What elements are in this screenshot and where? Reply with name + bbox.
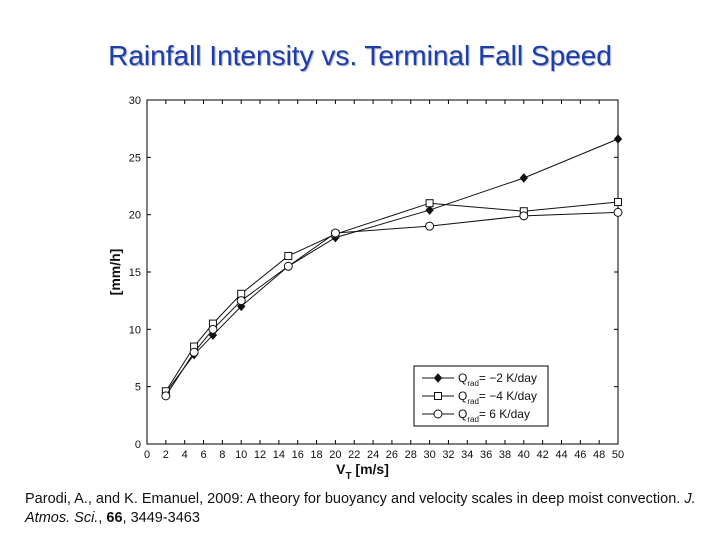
x-tick-label: 24 [367,449,379,461]
x-tick-label: 26 [386,449,398,461]
legend-item: Qrad= −2 K/day [422,371,537,388]
data-point [519,173,528,183]
y-tick-label: 15 [129,267,141,279]
data-point [283,261,293,271]
y-tick-label: 20 [129,210,141,222]
legend-label: Qrad= −4 K/day [458,389,537,406]
data-point [519,211,529,221]
slide-title: Rainfall Intensity vs. Terminal Fall Spe… [108,40,612,71]
legend-label: Qrad= 6 K/day [458,407,530,424]
x-tick-label: 6 [200,449,206,461]
x-tick-label: 18 [310,449,322,461]
x-tick-label: 4 [182,449,188,461]
data-point [284,251,293,260]
data-point [425,221,435,231]
data-point [613,134,623,144]
data-point [161,391,171,401]
data-point [189,347,199,357]
citation-volume: 66 [106,510,123,526]
citation-journal: J. Atmos. Sci. [25,491,696,526]
citation-pages: , 3449-3463 [122,510,200,526]
series-1 [161,134,623,398]
data-point [613,207,623,217]
x-tick-label: 12 [254,449,266,461]
data-point [330,228,340,238]
y-tick-label: 30 [129,95,141,107]
legend-marker [434,392,442,400]
x-tick-label: 8 [219,449,225,461]
x-tick-label: 10 [235,449,247,461]
x-tick-label: 46 [574,449,586,461]
citation: Parodi, A., and K. Emanuel, 2009: A theo… [25,490,705,528]
series-3 [161,207,623,401]
series-line [165,138,619,393]
x-tick-label: 48 [593,449,605,461]
x-tick-label: 42 [537,449,549,461]
data-point [236,296,246,306]
legend-item: Qrad= −4 K/day [422,389,537,406]
x-tick-label: 34 [461,449,473,461]
citation-separator: , [98,510,107,526]
y-axis-label: [mm/h] [107,249,123,296]
x-tick-label: 38 [499,449,511,461]
y-tick-label: 5 [135,382,141,394]
x-tick-label: 14 [273,449,285,461]
x-tick-label: 20 [329,449,341,461]
x-tick-label: 40 [518,449,530,461]
legend-label: Qrad= −2 K/day [458,371,537,388]
series-2 [161,198,622,396]
data-point [425,205,434,215]
y-tick-label: 25 [129,152,141,164]
x-tick-label: 2 [163,449,169,461]
data-point [614,198,622,207]
x-tick-label: 30 [423,449,435,461]
x-tick-label: 16 [292,449,304,461]
x-tick-label: 44 [555,449,567,461]
citation-authors: Parodi, A., and K. Emanuel, 2009: A theo… [25,491,685,507]
x-tick-label: 36 [480,449,492,461]
y-tick-label: 10 [129,324,141,336]
y-tick-label: 0 [135,439,141,451]
legend-item: Qrad= 6 K/day [422,407,530,424]
x-axis-label: VT [m/s] [336,461,389,482]
x-tick-label: 28 [405,449,417,461]
x-tick-label: 22 [348,449,360,461]
legend-marker [433,373,443,383]
data-point [208,324,218,334]
legend-marker [433,409,443,419]
x-tick-label: 0 [144,449,150,461]
x-tick-label: 50 [612,449,624,461]
chart: 0 2 4 6 8 10 12 14 16 18 20 22 24 26 28 30 32 34 36 38 40 42 4… [107,95,624,482]
x-tick-label: 32 [442,449,454,461]
series-line [165,211,619,397]
data-point [425,199,434,208]
series-line [165,201,619,392]
